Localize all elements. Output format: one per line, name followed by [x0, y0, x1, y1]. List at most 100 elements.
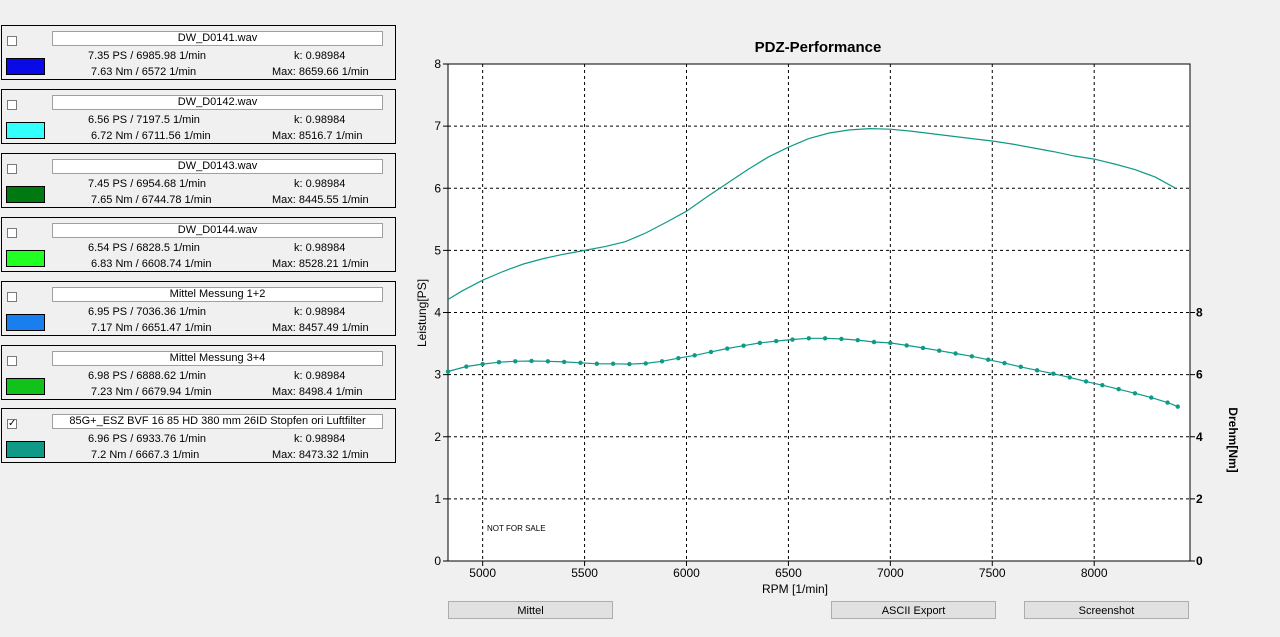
max-rpm: Max: 8498.4 1/min — [272, 386, 363, 398]
y-tick-label: 2 — [434, 430, 441, 444]
torque-point — [1116, 387, 1121, 392]
measurement-panel: Mittel Messung 1+2 6.95 PS / 7036.36 1/mi… — [1, 281, 396, 336]
color-swatch[interactable] — [6, 314, 45, 331]
torque-point — [545, 359, 551, 364]
torque-line — [447, 337, 1179, 408]
y2-tick-label: 4 — [1196, 430, 1203, 444]
torque-point — [1165, 400, 1170, 405]
power-readout: 7.35 PS / 6985.98 1/min — [88, 50, 207, 62]
torque-point — [790, 337, 795, 342]
y-tick-label: 6 — [434, 181, 441, 195]
torque-point — [643, 361, 648, 366]
y-tick-label: 5 — [434, 243, 441, 257]
max-rpm: Max: 8457.49 1/min — [272, 322, 369, 334]
k-factor: k: 0.98984 — [294, 242, 346, 254]
series-group — [445, 127, 1180, 409]
mittel-button[interactable]: Mittel — [448, 601, 613, 619]
torque-point — [627, 361, 632, 367]
torque-point — [757, 340, 763, 346]
measurement-panel: DW_D0142.wav 6.56 PS / 7197.5 1/min 6.72 N… — [1, 89, 396, 144]
k-factor: k: 0.98984 — [294, 433, 346, 445]
torque-readout: 7.23 Nm / 6679.94 1/min — [91, 386, 212, 398]
x-tick-label: 6000 — [673, 566, 700, 580]
torque-point — [529, 358, 534, 364]
y2-axis-ticks: 0 2 4 6 8 — [1190, 306, 1203, 568]
torque-readout: 7.17 Nm / 6651.47 1/min — [91, 322, 212, 334]
power-line — [447, 127, 1176, 301]
measurement-checkbox[interactable] — [7, 292, 17, 302]
measurement-panel: DW_D0141.wav 7.35 PS / 6985.98 1/min 7.63 … — [1, 25, 396, 80]
torque-point — [659, 359, 665, 364]
color-swatch[interactable] — [6, 378, 45, 395]
color-swatch[interactable] — [6, 441, 45, 458]
measurement-checkbox[interactable] — [7, 164, 17, 174]
color-swatch[interactable] — [6, 186, 45, 203]
x-axis-label: RPM [1/min] — [762, 582, 828, 596]
measurement-checkbox[interactable] — [7, 36, 17, 46]
k-factor: k: 0.98984 — [294, 178, 346, 190]
torque-point — [692, 353, 697, 358]
screenshot-button[interactable]: Screenshot — [1024, 601, 1189, 619]
x-tick-label: 7500 — [979, 566, 1006, 580]
torque-point — [708, 349, 714, 355]
power-readout: 6.98 PS / 6888.62 1/min — [88, 370, 207, 382]
y-tick-label: 1 — [434, 492, 441, 506]
torque-point — [1051, 371, 1056, 376]
power-readout: 6.95 PS / 7036.36 1/min — [88, 306, 207, 318]
measurement-checkbox[interactable] — [7, 228, 17, 238]
max-rpm: Max: 8473.32 1/min — [272, 449, 369, 461]
max-rpm: Max: 8516.7 1/min — [272, 130, 363, 142]
torque-point — [610, 361, 616, 366]
torque-point — [839, 336, 844, 342]
torque-point — [1132, 391, 1138, 396]
torque-point — [676, 355, 681, 361]
max-rpm: Max: 8659.66 1/min — [272, 66, 369, 78]
torque-point — [822, 336, 828, 341]
y-tick-label: 0 — [434, 554, 441, 568]
measurement-checkbox[interactable]: ✓ — [7, 418, 17, 429]
torque-point — [1034, 368, 1040, 373]
torque-point — [920, 345, 926, 351]
torque-point — [464, 364, 469, 369]
torque-point — [578, 360, 583, 366]
x-tick-label: 6500 — [775, 566, 802, 580]
torque-point — [888, 340, 893, 346]
color-swatch[interactable] — [6, 58, 45, 75]
torque-point — [1100, 382, 1105, 388]
y2-tick-label: 8 — [1196, 306, 1203, 320]
measurement-checkbox[interactable] — [7, 356, 17, 366]
torque-readout: 6.83 Nm / 6608.74 1/min — [91, 258, 212, 270]
max-rpm: Max: 8445.55 1/min — [272, 194, 369, 206]
torque-point — [904, 343, 909, 348]
y2-axis-label: Drehm[Nm] — [1226, 407, 1240, 472]
y-axis-ticks: 0 1 2 3 4 5 6 7 8 — [434, 57, 448, 568]
torque-point — [1175, 404, 1180, 409]
watermark: NOT FOR SALE — [487, 524, 546, 533]
color-swatch[interactable] — [6, 122, 45, 139]
chart-title: PDZ-Performance — [755, 39, 882, 56]
power-readout: 6.56 PS / 7197.5 1/min — [88, 114, 200, 126]
k-factor: k: 0.98984 — [294, 306, 346, 318]
torque-point — [496, 360, 502, 365]
torque-point — [594, 361, 600, 366]
color-swatch[interactable] — [6, 250, 45, 267]
torque-point — [725, 346, 730, 351]
torque-point — [855, 337, 860, 343]
torque-point — [1018, 364, 1024, 370]
power-readout: 6.96 PS / 6933.76 1/min — [88, 433, 207, 445]
torque-point — [741, 343, 746, 348]
y-tick-label: 3 — [434, 368, 441, 382]
torque-point — [1002, 360, 1007, 366]
torque-readout: 6.72 Nm / 6711.56 1/min — [91, 130, 211, 142]
measurement-panel: ✓ 85G+_ESZ BVF 16 85 HD 380 mm 26ID Stopf… — [1, 408, 396, 463]
k-factor: k: 0.98984 — [294, 50, 346, 62]
x-tick-label: 7000 — [877, 566, 904, 580]
ascii-export-button[interactable]: ASCII Export — [831, 601, 996, 619]
y-axis-label: Leistung[PS] — [415, 279, 429, 347]
y-tick-label: 7 — [434, 119, 441, 133]
x-tick-label: 8000 — [1081, 566, 1108, 580]
measurement-checkbox[interactable] — [7, 100, 17, 110]
torque-point — [1083, 379, 1089, 384]
torque-point — [1149, 395, 1154, 400]
torque-point — [513, 359, 518, 364]
